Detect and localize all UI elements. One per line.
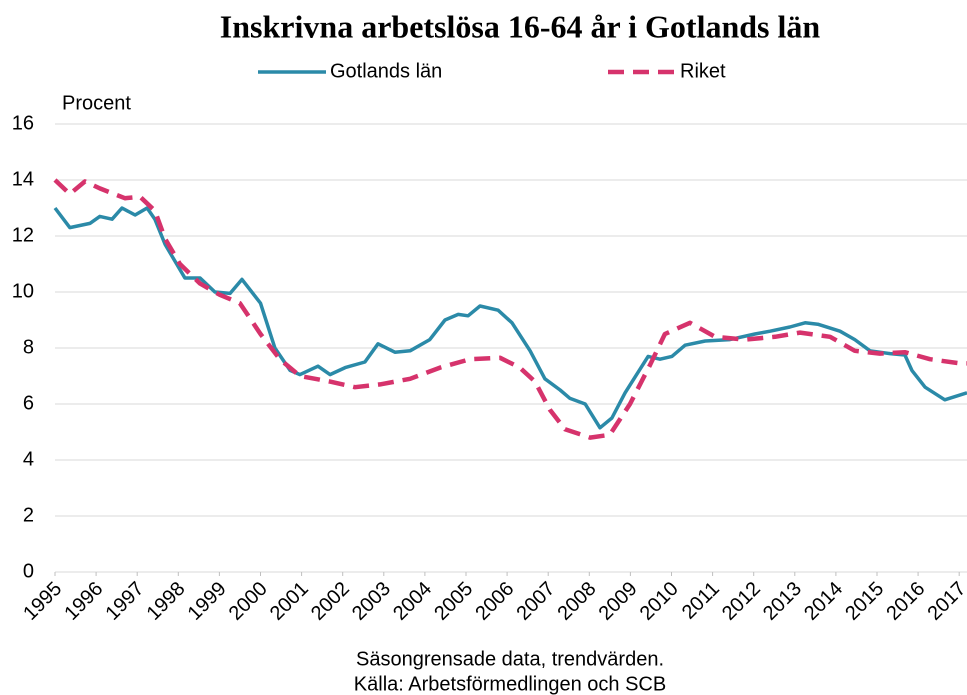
y-tick-label: 10 — [12, 280, 34, 302]
x-tick-label: 2014 — [800, 578, 847, 625]
x-tick-label: 2015 — [841, 578, 888, 625]
x-tick-label: 2012 — [718, 578, 765, 625]
x-tick-label: 2004 — [389, 578, 436, 625]
y-tick-label: 8 — [23, 336, 34, 358]
x-tick-label: 2001 — [266, 578, 313, 625]
x-tick-label: 2011 — [678, 578, 724, 624]
chart-title: Inskrivna arbetslösa 16-64 år i Gotlands… — [220, 8, 821, 44]
x-tick-label: 2007 — [512, 578, 559, 625]
note: Källa: Arbetsförmedlingen och SCB — [354, 673, 666, 695]
y-tick-label: 4 — [23, 448, 34, 470]
y-tick-label: 0 — [23, 560, 34, 582]
x-tick-label: 1998 — [143, 578, 190, 625]
x-tick-label: 2016 — [882, 578, 929, 625]
x-tick-label: 2017 — [923, 578, 967, 625]
x-tick-label: 1997 — [101, 578, 148, 625]
line-series — [53, 178, 967, 440]
note: Säsongrensade data, trendvärden. — [356, 648, 664, 670]
y-tick-label: 16 — [12, 112, 34, 134]
y-tick-label: 6 — [23, 392, 34, 414]
x-tick-label: 1995 — [19, 578, 66, 625]
x-tick-label: 2005 — [430, 578, 477, 625]
y-tick-label: 14 — [12, 168, 34, 190]
x-tick-label: 2002 — [307, 578, 354, 625]
x-tick-label: 2009 — [595, 578, 642, 625]
x-tick-label: 2003 — [348, 578, 395, 625]
x-tick-label: 2010 — [636, 578, 683, 625]
y-tick-label: 12 — [12, 224, 34, 246]
y-axis-label: Procent — [62, 92, 131, 114]
x-tick-label: 1999 — [184, 578, 231, 625]
x-tick-label: 2006 — [471, 578, 518, 625]
y-tick-label: 2 — [23, 504, 34, 526]
legend-label: Riket — [680, 60, 726, 82]
x-tick-label: 2000 — [225, 578, 272, 625]
line-series — [53, 206, 967, 430]
x-tick-label: 2013 — [759, 578, 806, 625]
x-tick-label: 1996 — [60, 578, 107, 625]
legend-label: Gotlands län — [330, 60, 442, 82]
x-tick-label: 2008 — [554, 578, 601, 625]
